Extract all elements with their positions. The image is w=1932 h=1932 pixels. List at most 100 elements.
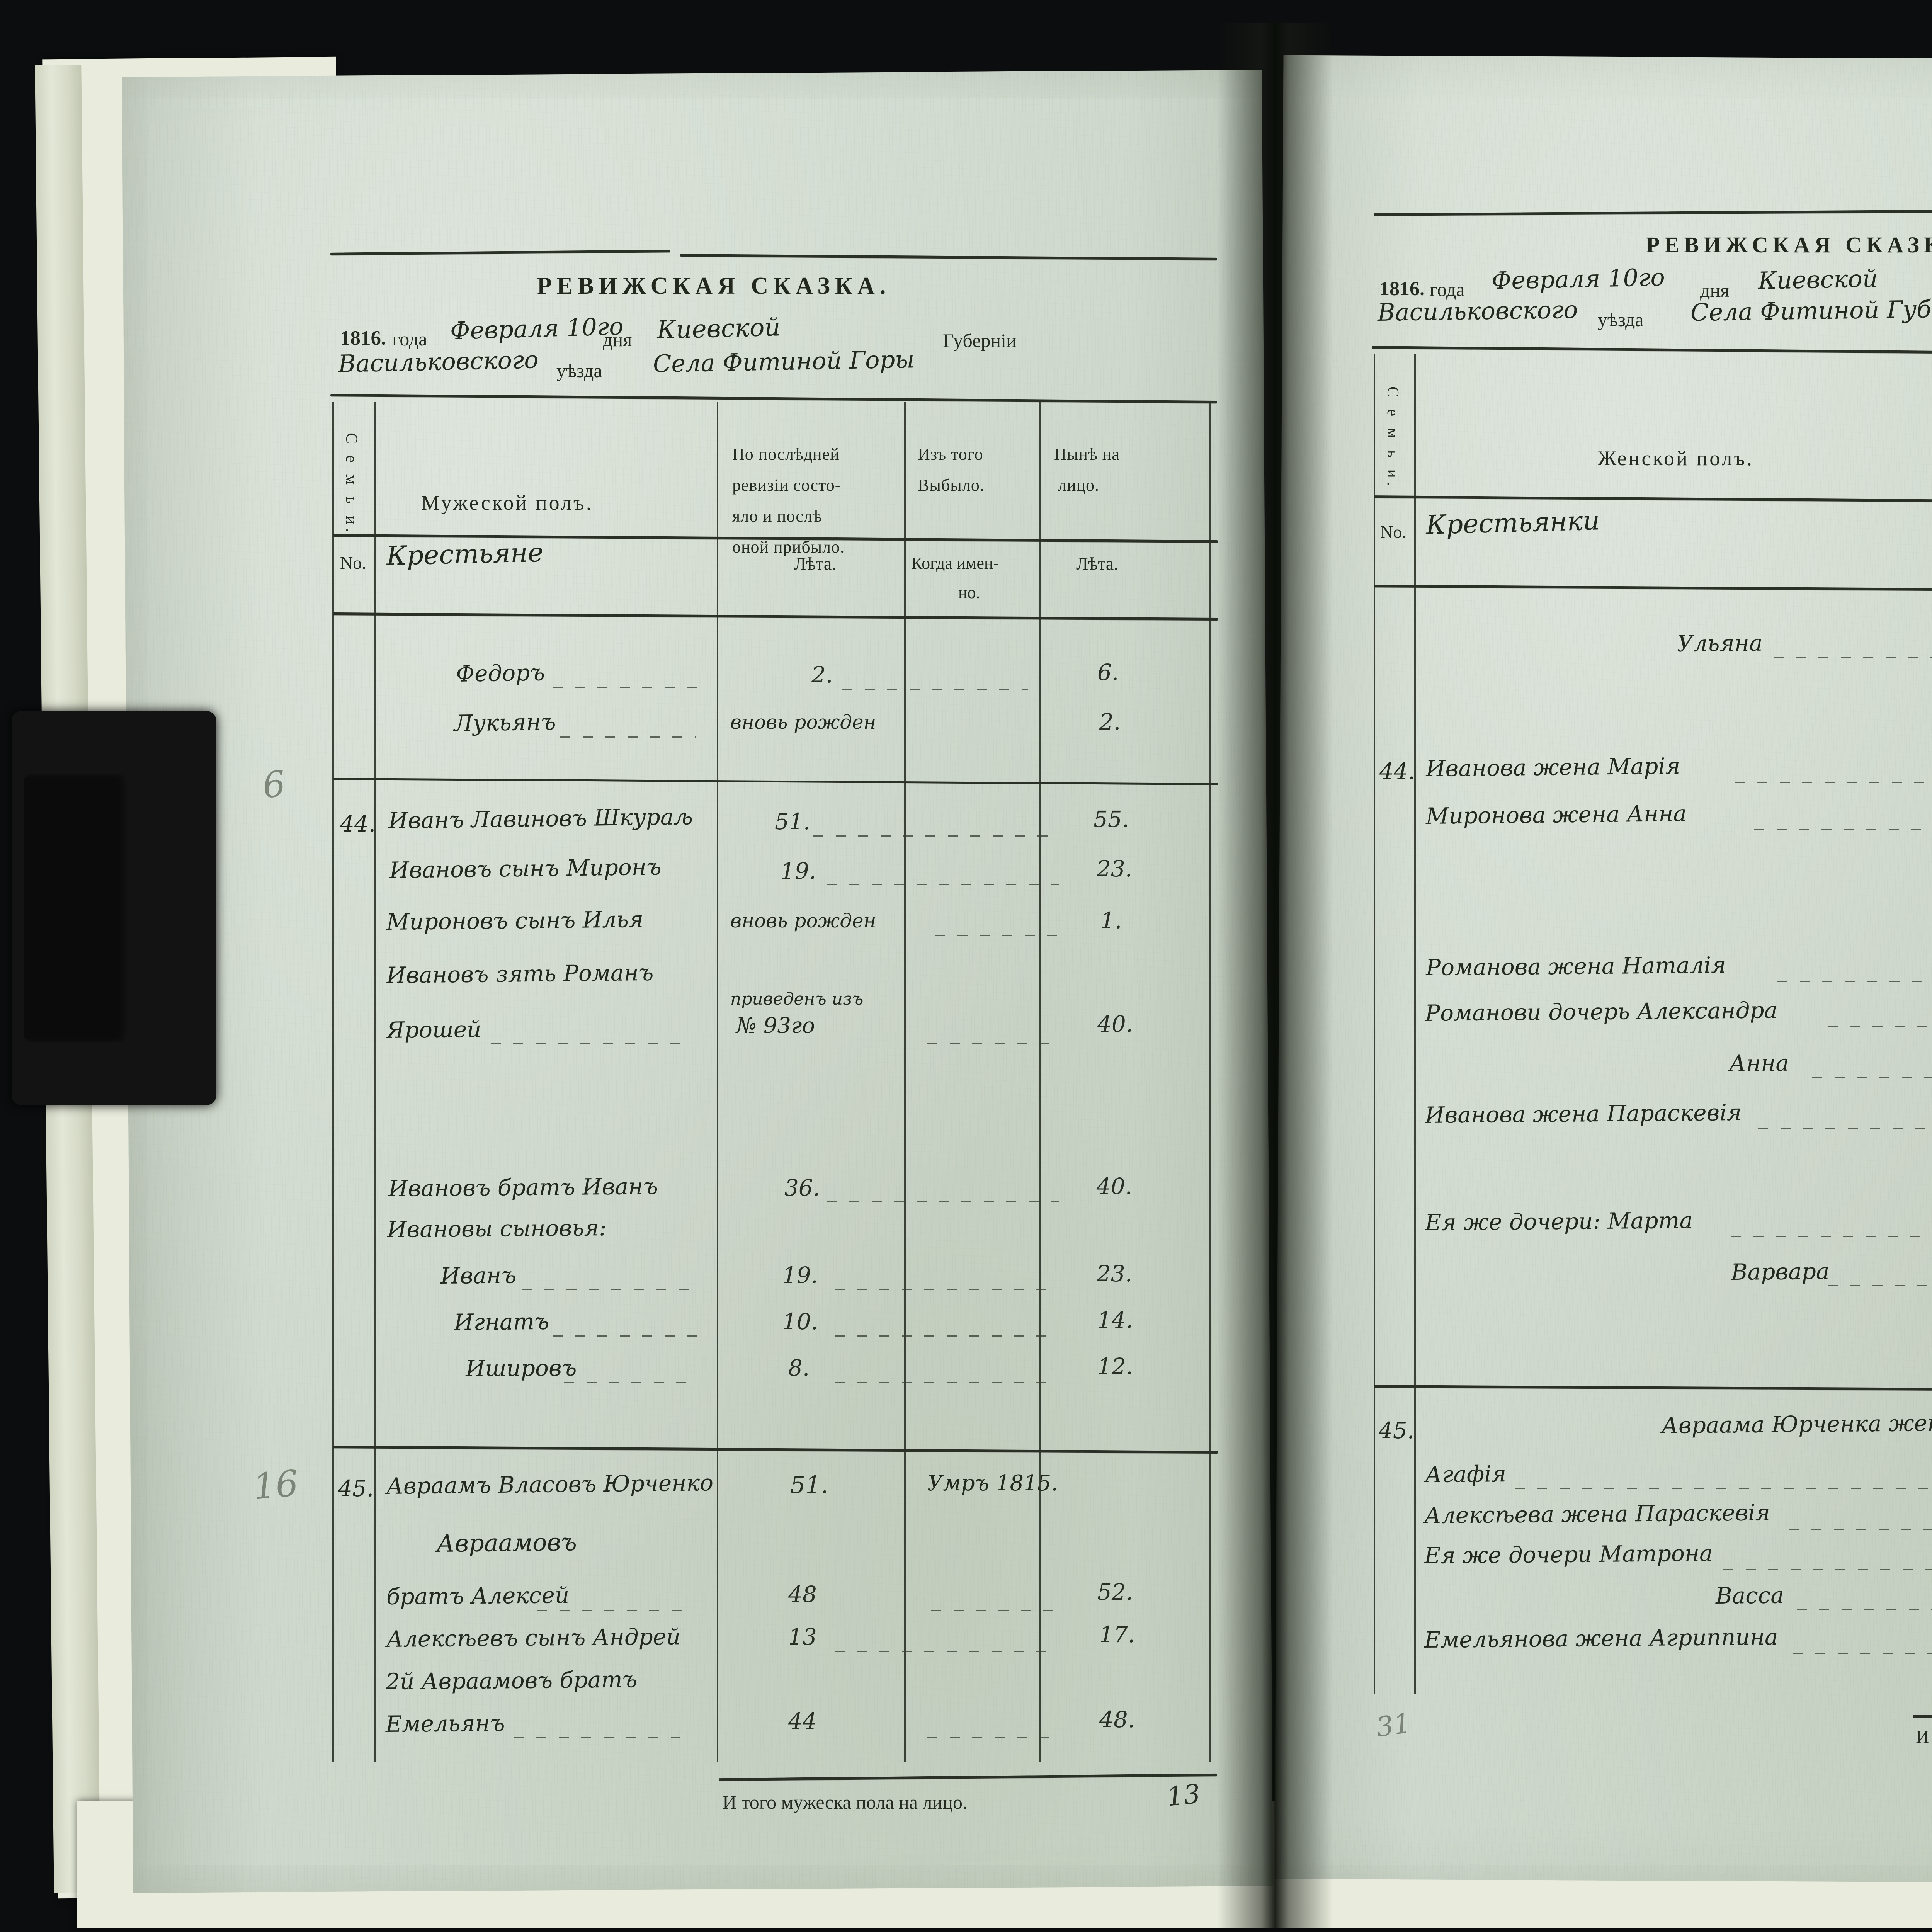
right-page-form: РЕВИЖСКАЯ СКАЗКА. 1816. года Февраля 10г…	[1275, 0, 1932, 1932]
left-row-last-11: 8.	[788, 1355, 810, 1381]
left-row-last-7: 36.	[784, 1175, 820, 1201]
right-row-name-2: Миронова жена Анна	[1426, 800, 1687, 829]
right-heading-uezd: Васильковского	[1377, 296, 1578, 327]
right-row-name-1: Иванова жена Марiя	[1426, 753, 1680, 782]
left-row-name-4: Мироновъ сынъ Илья	[386, 906, 644, 935]
left-col-family-vertical: С е м ь и.	[342, 433, 361, 536]
right-family45-rule	[1374, 1385, 1932, 1392]
left-family45-rule	[333, 1446, 1218, 1454]
left-row-name-3: Ивановъ сынъ Миронъ	[389, 854, 662, 883]
right-heading-year: 1816.	[1379, 277, 1425, 300]
left-row-lead-0b	[842, 689, 1028, 690]
left-row-lead-6b	[927, 1043, 1055, 1044]
left-col-sex: Мужеской полъ.	[421, 491, 593, 515]
left-row-present-11: 12.	[1097, 1353, 1133, 1379]
left-row-lead-2	[813, 835, 1053, 837]
right-row-lead-12	[1723, 1569, 1932, 1570]
document-scan-canvas: 459 29 РЕВИЖСКАЯ СКАЗКА. 1816. года Февр…	[0, 0, 1932, 1932]
left-row-lead-10b	[835, 1335, 1059, 1337]
left-row-lead-11	[564, 1382, 699, 1383]
left-row-lead-4	[935, 935, 1063, 936]
left-row-name-10: Игнатъ	[454, 1308, 549, 1335]
left-row-present-14: 52.	[1097, 1579, 1133, 1605]
left-heading-day-label: дня	[603, 328, 632, 351]
left-margin-mark-6: 6	[260, 763, 287, 806]
left-row-lead-9b	[835, 1289, 1059, 1290]
left-row-present-15: 17.	[1099, 1621, 1135, 1648]
left-vrule-outer	[332, 402, 334, 1762]
left-col-dropped-l1: Изъ того	[918, 444, 983, 464]
left-row-present-6: 40.	[1097, 1011, 1133, 1037]
right-row-name-5: Анна	[1729, 1050, 1789, 1077]
right-page-title: РЕВИЖСКАЯ СКАЗКА.	[1646, 232, 1932, 258]
left-vrule-last	[904, 402, 906, 1762]
left-row-lead-0	[553, 687, 707, 688]
left-row-family-12: 45.	[338, 1475, 374, 1502]
left-col-last-revision-l1: По послѣдней	[732, 444, 840, 464]
left-total-rule	[719, 1774, 1217, 1781]
left-row-name-14: братъ Алексей	[386, 1582, 570, 1610]
left-heading-year: 1816.	[340, 327, 386, 350]
left-row-name-9: Иванъ	[440, 1262, 516, 1289]
left-total-value: 13	[1165, 1779, 1202, 1813]
left-row-last-6: № 93го	[736, 1013, 815, 1038]
left-heading-uezd-label: уѣзда	[556, 359, 602, 382]
left-row-present-7: 40.	[1097, 1173, 1132, 1199]
left-subheader-rule	[333, 612, 1218, 621]
right-vrule-family	[1414, 354, 1416, 1694]
right-row-name-4: Романови дочерь Александра	[1425, 997, 1778, 1026]
left-top-rule-a	[330, 250, 670, 255]
left-row-present-2: 55.	[1094, 806, 1129, 832]
left-vrule-inner	[1209, 402, 1211, 1762]
left-row-last-5: приведенъ изъ	[730, 989, 863, 1009]
left-heading-place: Села Фитиной Горы	[653, 345, 915, 378]
right-row-lead-13	[1797, 1609, 1932, 1610]
right-col-sex: Женской полъ.	[1598, 446, 1754, 470]
right-col-family-vertical: С е м ь и.	[1383, 386, 1402, 490]
right-row-name-14: Емельянова жена Агриппина	[1424, 1624, 1778, 1653]
left-heading-month-day: Февраля 10го	[450, 312, 624, 345]
right-row-lead-0	[1774, 657, 1932, 658]
left-row-name-11: Ишировъ	[466, 1354, 577, 1382]
right-margin-mark-31: 31	[1374, 1707, 1413, 1743]
right-row-lead-1	[1735, 782, 1932, 783]
left-vrule-family	[374, 402, 376, 1762]
left-sub-years-b: Лѣта.	[1076, 553, 1118, 574]
left-row-present-17: 48.	[1099, 1706, 1135, 1733]
left-page-form: РЕВИЖСКАЯ СКАЗКА. 1816. года Февраля 10г…	[0, 0, 1275, 1932]
left-row-lead-6	[491, 1043, 692, 1044]
left-row-name-16: 2й Авраамовъ братъ	[386, 1666, 638, 1695]
right-colheader-rule	[1374, 495, 1932, 504]
left-row-lead-17b	[927, 1737, 1059, 1738]
left-row-present-4: 1.	[1100, 907, 1122, 934]
right-row-name-3: Романова жена Наталiя	[1426, 952, 1726, 981]
left-total-label: И того мужеска пола на лицо.	[723, 1791, 967, 1813]
right-total-rule	[1913, 1713, 1932, 1718]
right-heading-bottom-rule	[1372, 346, 1932, 356]
left-heading-province: Киевской	[656, 313, 781, 345]
left-vrule-name	[717, 402, 718, 1762]
left-row-last-15: 13	[788, 1624, 817, 1650]
left-row-dropped-12: Умръ 1815.	[927, 1471, 1058, 1496]
right-row-name-9: Авраама Юрченка жена	[1662, 1410, 1932, 1439]
left-row-name-1: Лукьянъ	[454, 709, 556, 736]
right-subheader-rule	[1374, 585, 1932, 593]
right-row-lead-7	[1731, 1236, 1932, 1237]
right-row-lead-3	[1777, 981, 1932, 982]
left-row-lead-14	[537, 1610, 688, 1611]
left-vrule-drop	[1039, 402, 1041, 1762]
left-row-last-3: 19.	[781, 858, 816, 884]
right-heading-place: Села Фитиной Губ.	[1690, 295, 1932, 327]
left-top-rule-b	[680, 254, 1217, 260]
right-row-lead-4	[1828, 1026, 1932, 1027]
left-heading-bottom-rule	[330, 394, 1217, 403]
right-row-name-8: Варвара	[1731, 1258, 1830, 1285]
right-total-label: И того женска пола на лицо.	[1916, 1726, 1932, 1748]
left-row-last-10: 10.	[782, 1308, 818, 1335]
left-row-present-0: 6.	[1097, 659, 1119, 685]
right-row-name-0: Ульяна	[1677, 630, 1763, 657]
left-margin-mark-16: 16	[251, 1463, 300, 1508]
right-row-lead-11	[1789, 1529, 1932, 1530]
left-row-name-15: Алексѣевъ сынъ Андрей	[386, 1623, 681, 1652]
right-row-lead-6	[1758, 1128, 1932, 1129]
